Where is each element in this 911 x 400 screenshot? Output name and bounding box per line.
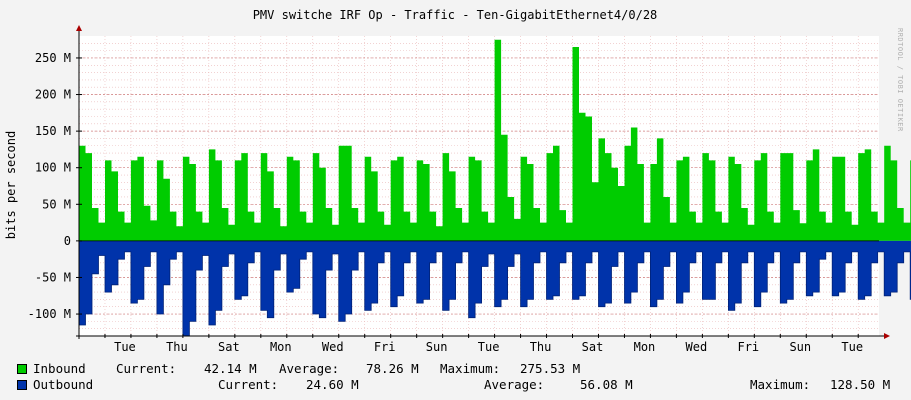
y-tick-label: 150 M bbox=[35, 124, 71, 138]
y-axis-arrow bbox=[76, 25, 82, 31]
legend-inbound-name: Inbound bbox=[33, 361, 86, 376]
series-outbound-line bbox=[79, 251, 911, 337]
y-tick-label: 100 M bbox=[35, 161, 71, 175]
y-tick-label: 50 M bbox=[42, 197, 71, 211]
x-tick-label: Mon bbox=[270, 340, 292, 354]
legend-outbound-current-value: 24.60 M bbox=[306, 377, 359, 392]
legend-row-inbound: Inbound Current: 42.14 M Average: 78.26 … bbox=[0, 361, 911, 377]
legend-inbound-current-value: 42.14 M bbox=[204, 361, 257, 376]
x-tick-label: Mon bbox=[634, 340, 656, 354]
legend-inbound-average-label: Average: bbox=[279, 361, 340, 376]
legend-outbound-maximum-label: Maximum: bbox=[750, 377, 811, 392]
axis-layer bbox=[76, 25, 890, 339]
x-tick-label: Sun bbox=[789, 340, 811, 354]
legend-inbound-current-label: Current: bbox=[116, 361, 177, 376]
x-tick-label: Tue bbox=[114, 340, 136, 354]
x-tick-label: Fri bbox=[374, 340, 396, 354]
legend-inbound-maximum-value: 275.53 M bbox=[520, 361, 581, 376]
legend-outbound-current-label: Current: bbox=[218, 377, 279, 392]
outbound-swatch bbox=[17, 380, 27, 390]
x-tick-label: Sat bbox=[582, 340, 604, 354]
y-tick-label: 200 M bbox=[35, 88, 71, 102]
tick-label-layer: 250 M 200 M 150 M 100 M 50 M 0 -50 M -100 M Tue T… bbox=[28, 51, 863, 354]
y-tick-label: 250 M bbox=[35, 51, 71, 65]
legend-outbound-name: Outbound bbox=[33, 377, 94, 392]
y-axis-label: bits per second bbox=[4, 131, 18, 239]
series-layer bbox=[79, 39, 911, 337]
x-tick-label: Sat bbox=[218, 340, 240, 354]
y-tick-label: -50 M bbox=[35, 270, 71, 284]
x-tick-label: Thu bbox=[530, 340, 552, 354]
x-tick-label: Tue bbox=[478, 340, 500, 354]
series-inbound-area bbox=[79, 39, 911, 241]
chart-title: PMV switche IRF Op - Traffic - Ten-Gigab… bbox=[253, 8, 658, 22]
legend-row-outbound: Outbound Current: 24.60 M Average: 56.08… bbox=[0, 377, 911, 393]
legend-outbound-average-value: 56.08 M bbox=[580, 377, 633, 392]
watermark-text: RRDTOOL / TOBI OETIKER bbox=[896, 28, 904, 132]
x-tick-label: Fri bbox=[737, 340, 759, 354]
y-tick-label: 0 bbox=[64, 234, 71, 248]
legend-outbound-average-label: Average: bbox=[484, 377, 545, 392]
x-tick-label: Wed bbox=[322, 340, 344, 354]
legend-outbound-maximum-value: 128.50 M bbox=[830, 377, 891, 392]
x-tick-label: Wed bbox=[686, 340, 708, 354]
x-tick-label: Tue bbox=[841, 340, 863, 354]
x-axis-arrow bbox=[884, 333, 890, 339]
x-tick-label: Thu bbox=[166, 340, 188, 354]
legend-inbound-average-value: 78.26 M bbox=[366, 361, 419, 376]
legend-inbound-maximum-label: Maximum: bbox=[440, 361, 501, 376]
x-tick-label: Sun bbox=[426, 340, 448, 354]
y-tick-label: -100 M bbox=[28, 307, 71, 321]
inbound-swatch bbox=[17, 364, 27, 374]
